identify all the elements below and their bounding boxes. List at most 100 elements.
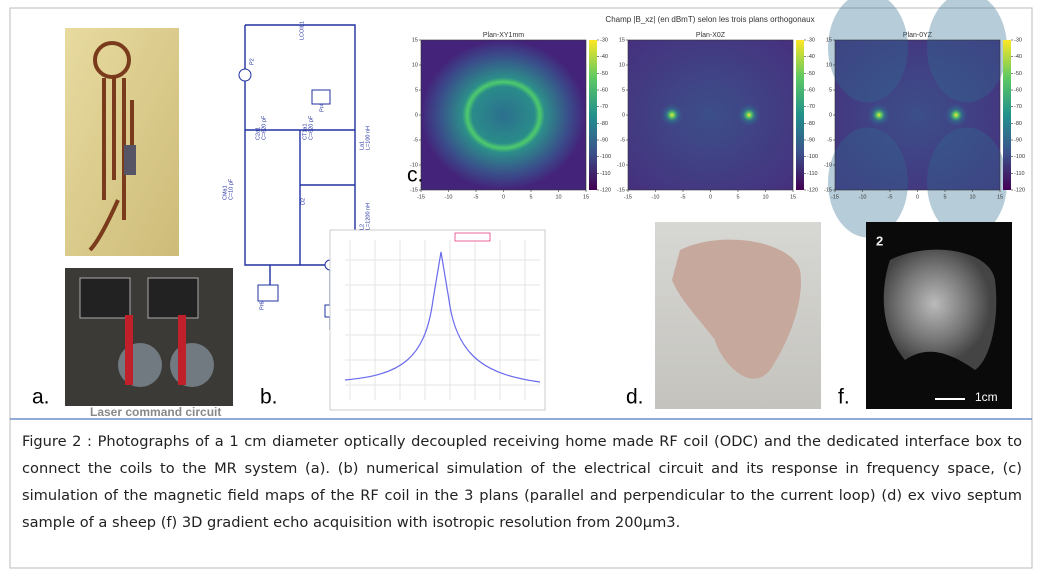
plot-grid: [345, 240, 540, 400]
y-tick-label: 0: [622, 112, 625, 118]
x-tick-label: 10: [969, 194, 975, 200]
y-tick-label: -10: [617, 162, 625, 168]
colorbar-label: -60: [1014, 87, 1022, 93]
map-title: Plan-XY1mm: [483, 32, 524, 39]
colorbar: [1003, 40, 1011, 190]
colorbar-label: -70: [807, 104, 815, 110]
colorbar-label: -120: [807, 187, 818, 193]
x-tick-label: -5: [888, 194, 893, 200]
tissue: [672, 239, 801, 379]
x-tick-label: 15: [583, 194, 589, 200]
colorbar-label: -120: [600, 187, 611, 193]
y-tick-label: -10: [410, 162, 418, 168]
colorbar-label: -120: [1014, 187, 1025, 193]
colorbar-label: -110: [600, 171, 611, 177]
colorbar-label: -80: [1014, 121, 1022, 127]
map-source: [737, 103, 761, 127]
x-tick-label: -10: [859, 194, 867, 200]
y-tick-label: 0: [415, 112, 418, 118]
circuit-label: C2a1: [255, 127, 261, 140]
map-source: [660, 103, 684, 127]
map-title: Plan-X0Z: [696, 32, 726, 39]
x-tick-label: 10: [762, 194, 768, 200]
x-tick-label: -5: [681, 194, 686, 200]
y-tick-label: 15: [412, 37, 418, 43]
y-tick-label: -5: [827, 137, 832, 143]
cable-coil: [118, 343, 162, 387]
map-lobe: [828, 0, 908, 103]
circuit-label: Pr6: [259, 301, 265, 310]
connector: [125, 315, 133, 385]
y-tick-label: -15: [410, 187, 418, 193]
x-tick-label: -10: [445, 194, 453, 200]
colorbar-label: -50: [807, 71, 815, 77]
x-tick-label: -5: [474, 194, 479, 200]
y-tick-label: 5: [622, 87, 625, 93]
y-tick-label: 5: [829, 87, 832, 93]
colorbar-label: -100: [807, 154, 818, 160]
y-tick-label: 10: [826, 62, 832, 68]
colorbar-label: -100: [1014, 154, 1025, 160]
map-lobe: [927, 0, 1007, 103]
x-tick-label: 5: [736, 194, 739, 200]
x-tick-label: 5: [529, 194, 532, 200]
colorbar-label: -90: [1014, 137, 1022, 143]
colorbar-label: -50: [1014, 71, 1022, 77]
map-lobe: [927, 127, 1007, 238]
colorbar-label: -80: [600, 121, 608, 127]
y-tick-label: 15: [826, 37, 832, 43]
panel-label: a.: [32, 386, 50, 409]
circuit-label: Pr4: [319, 103, 325, 112]
box-module: [79, 277, 131, 319]
x-tick-label: 15: [790, 194, 796, 200]
x-tick-label: 15: [997, 194, 1003, 200]
y-tick-label: 10: [619, 62, 625, 68]
colorbar-label: -30: [1014, 37, 1022, 43]
circuit-label: L=100 nH: [365, 126, 371, 150]
map-source: [867, 103, 891, 127]
scale-label: 1cm: [975, 390, 998, 404]
circuit-label: P2: [249, 58, 255, 65]
y-tick-label: -15: [617, 187, 625, 193]
colorbar-label: -100: [600, 154, 611, 160]
y-tick-label: -5: [620, 137, 625, 143]
circuit-label: LCOIL1: [299, 21, 305, 40]
y-tick-label: -10: [824, 162, 832, 168]
plot-frame: [329, 229, 546, 411]
colorbar-label: -60: [600, 87, 608, 93]
colorbar-label: -70: [1014, 104, 1022, 110]
panel-label: f.: [838, 386, 850, 409]
colorbar-label: -60: [807, 87, 815, 93]
circuit-label: C=620 pF: [261, 115, 267, 140]
y-tick-label: -15: [824, 187, 832, 193]
coil-component: [124, 145, 136, 175]
circuit-label: C=620 pF: [308, 115, 314, 140]
colorbar-label: -40: [1014, 54, 1022, 60]
y-tick-label: 15: [619, 37, 625, 43]
map-field: [628, 40, 793, 190]
x-tick-label: -10: [652, 194, 660, 200]
response-curve: [344, 251, 541, 383]
colorbar-label: -110: [1014, 171, 1025, 177]
circuit-label: CT1a1: [302, 123, 308, 140]
slice-number: 2: [876, 233, 883, 248]
panel-label: d.: [626, 386, 644, 409]
colorbar-label: -30: [807, 37, 815, 43]
y-tick-label: -5: [413, 137, 418, 143]
circuit-label: CMa1: [222, 185, 228, 200]
panel-label: c.: [407, 164, 423, 187]
x-tick-label: 0: [709, 194, 712, 200]
colorbar-label: -50: [600, 71, 608, 77]
x-tick-label: -15: [417, 194, 425, 200]
colorbar-label: -90: [600, 137, 608, 143]
photo-caption: Laser command circuit: [90, 405, 221, 419]
circuit-label: L=1200 nH: [365, 203, 371, 230]
map-field: [835, 40, 1000, 190]
x-tick-label: -15: [624, 194, 632, 200]
map-source: [944, 103, 968, 127]
connector: [178, 315, 186, 385]
marker-box: [454, 232, 491, 242]
colorbar-label: -70: [600, 104, 608, 110]
